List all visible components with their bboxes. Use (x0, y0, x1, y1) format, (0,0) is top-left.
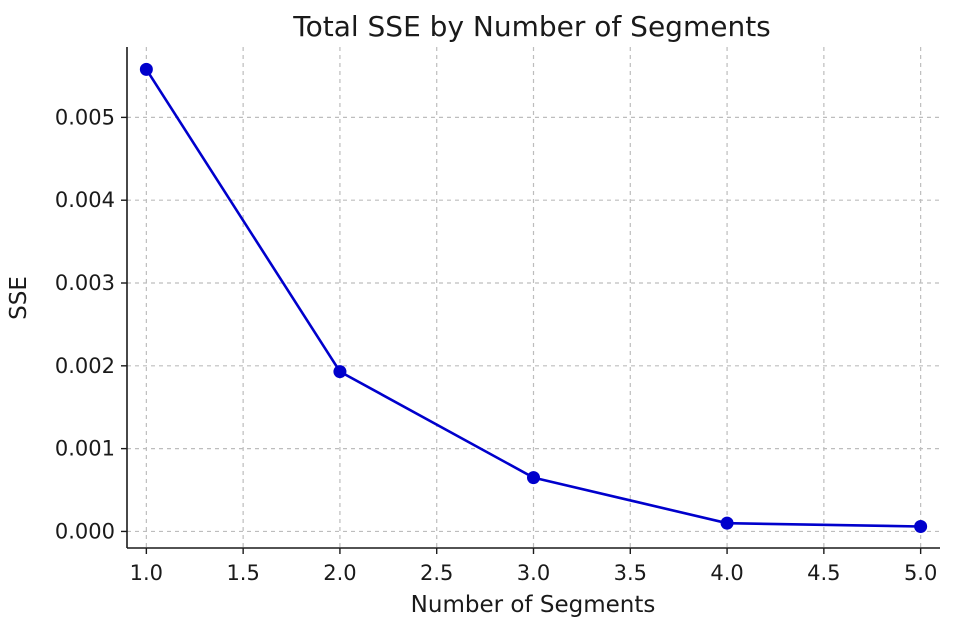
series-group (139, 62, 928, 533)
data-point-4 (914, 519, 928, 533)
y-axis-label: SSE (6, 276, 32, 320)
data-point-0 (139, 62, 153, 76)
x-tick-label-1: 1.5 (226, 561, 259, 585)
axes-spines (126, 47, 940, 549)
y-tick-label-3: 0.003 (55, 271, 115, 295)
axis-ticks: 1.0 1.5 2.0 2.5 3.0 3.5 4.0 4.5 5.0 0.000 0.001 0.0… (55, 105, 937, 585)
y-tick-label-1: 0.001 (55, 437, 115, 461)
chart-title: Total SSE by Number of Segments (292, 10, 771, 43)
x-tick-label-0: 1.0 (130, 561, 163, 585)
data-point-3 (720, 516, 734, 530)
y-tick-label-4: 0.004 (55, 188, 115, 212)
data-point-1 (333, 365, 347, 379)
y-tick-label-5: 0.005 (55, 105, 115, 129)
x-tick-label-7: 4.5 (807, 561, 840, 585)
x-axis-label: Number of Segments (411, 592, 656, 618)
x-tick-label-3: 2.5 (420, 561, 453, 585)
grid (127, 47, 940, 548)
x-tick-label-4: 3.0 (517, 561, 550, 585)
y-tick-label-2: 0.002 (55, 354, 115, 378)
x-tick-label-5: 3.5 (614, 561, 647, 585)
x-tick-label-6: 4.0 (710, 561, 743, 585)
data-point-2 (527, 471, 540, 485)
x-tick-label-8: 5.0 (904, 561, 937, 585)
x-tick-label-2: 2.0 (323, 561, 356, 585)
y-tick-label-0: 0.000 (55, 519, 115, 543)
